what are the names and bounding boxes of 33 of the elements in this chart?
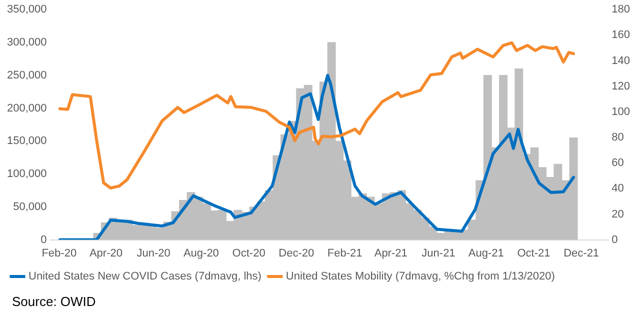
y2-tick-label: 180 <box>612 4 630 16</box>
y2-tick-label: 80 <box>612 132 624 144</box>
y2-tick-label: 60 <box>612 157 624 170</box>
y-tick-label: 200,000 <box>6 102 47 114</box>
x-tick-label: Jun-20 <box>136 247 170 260</box>
x-tick-label: Feb-20 <box>42 247 77 260</box>
y-tick-label: 300,000 <box>6 36 47 49</box>
x-tick-label: Oct-21 <box>517 247 550 260</box>
x-tick-label: Dec-20 <box>278 247 314 260</box>
x-tick-label: Oct-20 <box>232 247 266 260</box>
legend-label: United States New COVID Cases (7dmavg, lhs) <box>28 270 262 283</box>
y-tick-label: 50,000 <box>13 200 47 213</box>
x-tick-label: Apr-21 <box>374 247 408 260</box>
y2-tick-label: 140 <box>612 54 630 67</box>
x-tick-label: Aug-21 <box>468 247 504 260</box>
source-note: Source: OWID <box>12 294 96 309</box>
y2-tick-label: 120 <box>612 80 630 92</box>
y2-tick-label: 160 <box>612 29 630 42</box>
x-tick-label: Aug-20 <box>183 247 219 260</box>
y-tick-label: 250,000 <box>6 69 47 82</box>
y-tick-label: 100,000 <box>6 168 47 180</box>
x-tick-label: Feb-21 <box>327 247 362 260</box>
y-tick-label: 350,000 <box>6 4 47 16</box>
y2-tick-label: 100 <box>612 106 630 118</box>
y2-tick-label: 40 <box>612 182 624 195</box>
y-tick-label: 0 <box>40 234 47 246</box>
legend-label: United States Mobility (7dmavg, %Chg from 1/13/2020) <box>286 270 555 283</box>
y2-tick-label: 20 <box>612 208 624 220</box>
x-tick-label: Dec-21 <box>564 247 600 260</box>
y-tick-label: 150,000 <box>6 135 47 148</box>
x-tick-label: Jun-21 <box>422 247 456 260</box>
y2-tick-label: 0 <box>612 234 618 246</box>
x-tick-label: Apr-20 <box>89 247 122 260</box>
